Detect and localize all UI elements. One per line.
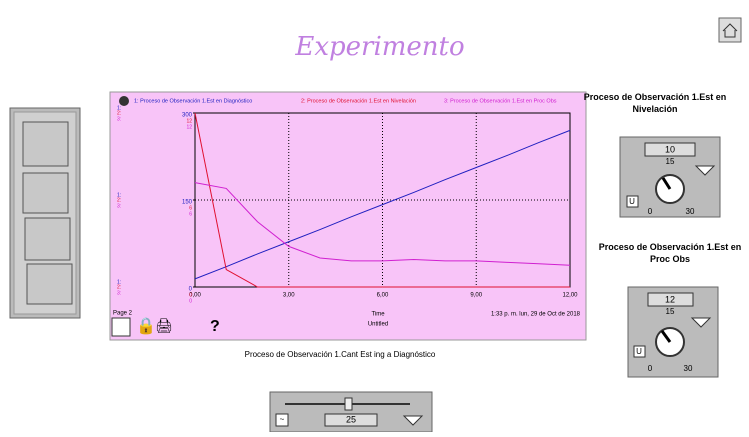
x-tick-label: 3,00	[283, 293, 295, 299]
page-title: Experimento	[294, 32, 464, 62]
button-panel	[9, 107, 81, 319]
y2-tick-label: 12	[186, 118, 192, 124]
x-tick-label: 12,00	[562, 293, 578, 299]
help-icon[interactable]: ?	[210, 318, 220, 335]
dropdown[interactable]	[690, 317, 712, 328]
knob-min: 0	[648, 364, 653, 373]
timestamp: 1:33 p. m. lun, 29 de Oct de 2018	[491, 312, 581, 318]
knob-mid: 15	[666, 307, 675, 316]
knob-mid: 15	[666, 157, 675, 166]
series-line	[194, 182, 571, 266]
graph-icon	[119, 96, 129, 106]
home-button[interactable]	[718, 17, 742, 43]
x-axis-label: Time	[371, 312, 385, 318]
y2-tick-label: 0	[189, 292, 192, 298]
dropdown[interactable]	[402, 415, 424, 426]
slider-control: Proceso de Observación 1.Cant Est ing a …	[245, 350, 436, 433]
control: Proceso de Observación 1.Est en Nivelació…	[584, 92, 727, 218]
control: Proceso de Observación 1.Est en Proc Obs …	[599, 242, 742, 378]
axis-prefix: 3:	[117, 203, 121, 209]
x-tick-label: 6,00	[377, 293, 389, 299]
axis-prefix: 3:	[117, 116, 121, 122]
y2-tick-label: 12	[186, 124, 192, 130]
axis-prefix: 2:	[117, 284, 121, 290]
legend-entry: 1: Proceso de Observación 1.Est en Diagn…	[134, 98, 252, 104]
nav-button[interactable]	[22, 172, 69, 214]
slider-value: 25	[346, 414, 356, 424]
knob-max: 30	[684, 364, 693, 373]
control-label: Proceso de Observación 1.Est en Proc Obs	[599, 242, 742, 264]
control-value: 12	[665, 294, 675, 304]
axis-prefix: 3:	[117, 290, 121, 296]
axis-prefix: 1:	[117, 192, 121, 198]
nav-button[interactable]	[24, 217, 71, 261]
series-line	[194, 112, 570, 288]
nav-button[interactable]	[22, 121, 69, 167]
page-corner[interactable]	[111, 317, 131, 337]
control-value: 10	[665, 144, 675, 154]
unit: U	[629, 197, 635, 206]
print-icon[interactable]: 🖨	[155, 318, 173, 334]
y2-tick-label: 6	[189, 211, 192, 217]
chart-subtitle: Untitled	[368, 322, 388, 328]
graph-window: Page 2 🔒 🖨 ? Time Untitled 1:33 p. m. lu…	[109, 91, 587, 341]
slider-thumb[interactable]	[344, 397, 353, 411]
y-tick-label: 300	[182, 113, 193, 119]
y2-tick-label: 0	[189, 298, 192, 304]
knob-min: 0	[648, 207, 653, 216]
legend-entry: 3: Proceso de Observación 1.Est en Proc …	[444, 98, 557, 104]
x-tick-label: 0,00	[189, 293, 201, 299]
nav-button[interactable]	[26, 263, 73, 305]
unit: ~	[280, 415, 285, 424]
y-tick-label: 150	[182, 200, 193, 206]
lock-icon[interactable]: 🔒	[136, 317, 156, 335]
slider-label: Proceso de Observación 1.Cant Est ing a …	[245, 350, 436, 359]
axis-prefix: 2:	[117, 110, 121, 116]
axis-prefix: 2:	[117, 197, 121, 203]
axis-prefix: 1:	[117, 105, 121, 111]
page-label: Page 2	[113, 311, 133, 317]
dropdown[interactable]	[694, 165, 716, 176]
unit: U	[636, 347, 642, 356]
x-tick-label: 9,00	[470, 293, 482, 299]
series-line	[194, 129, 571, 280]
y2-tick-label: 6	[189, 205, 192, 211]
y-tick-label: 0	[189, 287, 193, 293]
control-label: Proceso de Observación 1.Est en Nivelació…	[584, 92, 727, 114]
knob-max: 30	[686, 207, 695, 216]
axis-prefix: 1:	[117, 279, 121, 285]
legend-entry: 2: Proceso de Observación 1.Est en Nivel…	[301, 98, 416, 104]
